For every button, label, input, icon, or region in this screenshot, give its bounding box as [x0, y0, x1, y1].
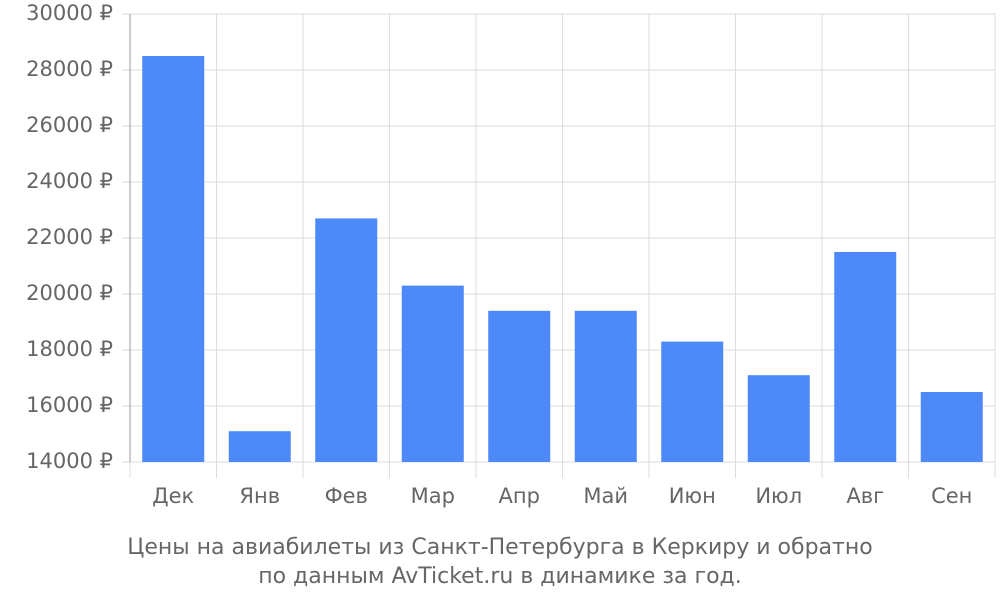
y-tick-label: 22000 ₽ — [26, 225, 113, 249]
y-tick-label: 16000 ₽ — [26, 393, 113, 417]
x-tick-label: Янв — [239, 484, 280, 508]
bar — [574, 310, 637, 462]
y-tick-label: 26000 ₽ — [26, 113, 113, 137]
x-tick-label: Сен — [931, 484, 972, 508]
x-tick-label: Апр — [499, 484, 540, 508]
x-tick-label: Май — [583, 484, 628, 508]
bar — [228, 431, 291, 462]
bar — [401, 285, 464, 462]
bar — [920, 392, 983, 462]
y-tick-label: 28000 ₽ — [26, 57, 113, 81]
x-tick-label: Авг — [846, 484, 884, 508]
y-tick-label: 24000 ₽ — [26, 169, 113, 193]
bar — [834, 252, 897, 462]
x-tick-label: Фев — [325, 484, 368, 508]
x-tick-label: Мар — [411, 484, 455, 508]
y-tick-label: 18000 ₽ — [26, 337, 113, 361]
bar — [747, 375, 810, 462]
chart-subtitle: по данным AvTicket.ru в динамике за год. — [258, 564, 742, 589]
y-tick-label: 30000 ₽ — [26, 1, 113, 25]
bar — [661, 341, 724, 462]
x-tick-label: Июл — [755, 484, 802, 508]
x-tick-label: Дек — [152, 484, 194, 508]
chart-title: Цены на авиабилеты из Санкт-Петербурга в… — [127, 535, 872, 560]
y-tick-label: 20000 ₽ — [26, 281, 113, 305]
bar — [315, 218, 378, 462]
bar — [142, 56, 205, 462]
bar — [488, 310, 551, 462]
x-tick-label: Июн — [669, 484, 716, 508]
y-tick-label: 14000 ₽ — [26, 449, 113, 473]
